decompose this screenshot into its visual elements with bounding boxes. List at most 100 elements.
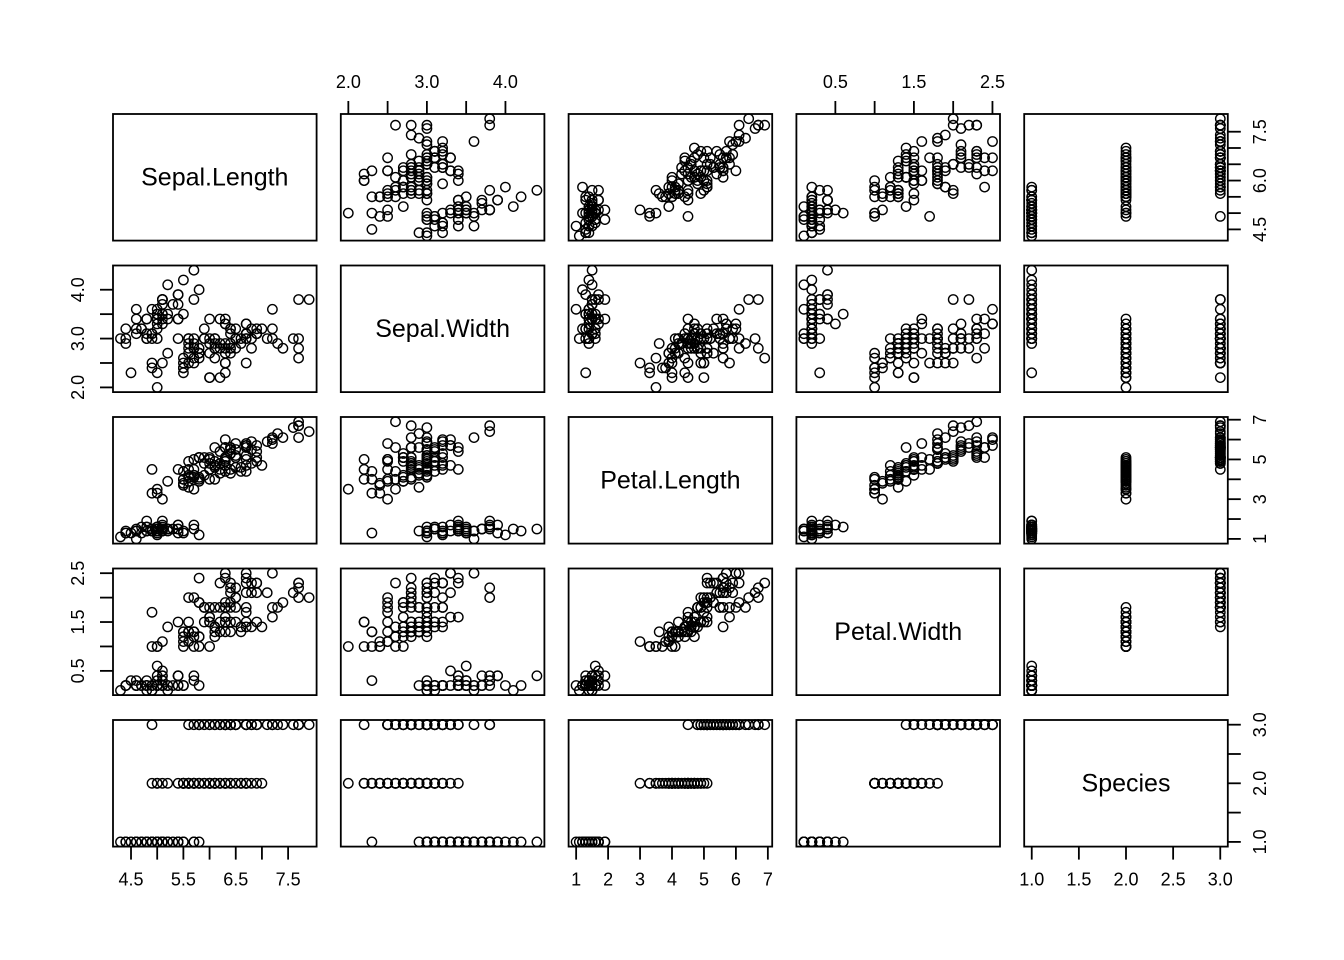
panel-border	[567, 264, 774, 393]
data-point	[682, 313, 694, 325]
data-point	[676, 626, 687, 638]
data-point	[727, 577, 739, 589]
data-point	[445, 777, 456, 789]
scatter-points	[1026, 416, 1226, 545]
data-point	[947, 357, 959, 369]
data-point	[1214, 119, 1226, 131]
data-point	[589, 308, 601, 320]
data-point	[374, 641, 386, 652]
data-point	[277, 432, 289, 443]
data-point	[209, 352, 221, 364]
data-point	[932, 438, 943, 449]
data-point	[235, 777, 247, 789]
data-point	[397, 777, 409, 789]
data-point	[188, 453, 200, 465]
data-point	[452, 680, 464, 691]
data-point	[822, 194, 833, 206]
data-point	[405, 602, 417, 613]
data-point	[1026, 294, 1038, 305]
panel-r4-c2	[339, 567, 546, 696]
data-point	[932, 777, 943, 789]
tick-label: 7.5	[276, 870, 301, 890]
data-point	[669, 184, 681, 196]
top-axis-col-4: 0.5 1.5 2.5	[823, 72, 1005, 114]
data-point	[266, 611, 278, 623]
data-point	[586, 197, 598, 209]
data-point	[230, 444, 242, 455]
data-point	[162, 523, 174, 535]
data-point	[214, 313, 226, 325]
data-point	[971, 333, 983, 344]
data-point	[733, 597, 745, 608]
data-point	[390, 777, 401, 789]
data-point	[583, 323, 595, 335]
panel-r2-c4	[795, 264, 1001, 393]
panel-r5-c5: Species	[1023, 719, 1229, 848]
data-point	[390, 119, 401, 131]
data-point	[1214, 303, 1226, 315]
data-point	[869, 479, 880, 491]
data-point	[445, 587, 456, 599]
data-point	[884, 333, 896, 344]
data-point	[492, 670, 503, 682]
data-point	[162, 777, 174, 789]
data-point	[167, 523, 179, 535]
data-point	[460, 680, 472, 691]
data-point	[366, 626, 378, 638]
data-point	[1214, 210, 1226, 222]
panel-border	[795, 719, 1001, 848]
data-point	[225, 323, 236, 335]
data-point	[366, 777, 378, 789]
data-point	[390, 171, 401, 183]
data-point	[214, 342, 226, 354]
data-point	[188, 357, 200, 369]
data-point	[120, 527, 132, 539]
tick-label: 3.0	[68, 326, 88, 351]
data-point	[421, 577, 433, 589]
data-point	[358, 175, 370, 187]
data-point	[924, 333, 935, 344]
data-point	[701, 777, 713, 789]
data-point	[214, 577, 226, 589]
data-point	[963, 119, 975, 131]
scatter-points	[342, 113, 543, 242]
scatter-points	[570, 567, 771, 696]
data-point	[460, 191, 472, 203]
data-point	[733, 342, 745, 354]
data-point	[277, 597, 289, 608]
data-point	[452, 572, 464, 584]
data-point	[908, 152, 920, 164]
data-point	[188, 523, 200, 535]
data-point	[717, 587, 729, 599]
data-point	[698, 165, 710, 177]
data-point	[837, 308, 849, 320]
data-point	[240, 577, 252, 589]
data-point	[484, 521, 496, 533]
data-point	[437, 136, 448, 147]
data-point	[374, 636, 386, 647]
data-point	[421, 452, 433, 463]
scatter-points	[570, 264, 771, 393]
data-point	[240, 616, 252, 628]
data-point	[979, 342, 990, 354]
data-point	[177, 777, 189, 789]
data-point	[971, 149, 983, 160]
data-point	[689, 171, 700, 183]
data-point	[198, 333, 210, 344]
diag-label-petal-width: Petal.Width	[834, 618, 962, 646]
data-point	[476, 197, 488, 209]
data-point	[884, 469, 896, 481]
data-point	[413, 481, 425, 493]
tick-label: 6.5	[223, 870, 248, 890]
data-point	[586, 294, 598, 305]
data-point	[877, 777, 888, 789]
data-point	[421, 602, 433, 613]
data-point	[382, 493, 393, 505]
data-point	[382, 636, 393, 647]
data-point	[293, 333, 304, 344]
data-point	[421, 136, 433, 147]
data-point	[908, 194, 920, 206]
data-point	[908, 357, 920, 369]
data-point	[382, 597, 393, 608]
data-point	[711, 168, 723, 180]
